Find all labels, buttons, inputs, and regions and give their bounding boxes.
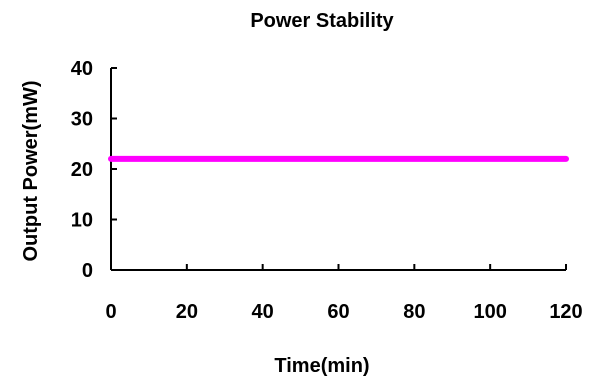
x-tick-label: 60 <box>327 301 349 323</box>
y-tick-label: 40 <box>71 58 93 80</box>
x-tick-label: 120 <box>549 301 582 323</box>
y-tick-label: 30 <box>71 109 93 131</box>
plot-area: 0 10 20 30 40 0 20 40 60 80 100 120 <box>71 58 583 323</box>
y-axis-label: Output Power(mW) <box>20 80 42 261</box>
x-tick-label: 20 <box>176 301 198 323</box>
x-axis-label: Time(min) <box>274 355 369 377</box>
x-tick-label: 0 <box>105 301 116 323</box>
y-tick-label: 10 <box>71 210 93 232</box>
x-tick-label: 100 <box>473 301 506 323</box>
x-tick-label: 80 <box>403 301 425 323</box>
y-tick-label: 0 <box>82 260 93 282</box>
chart-title: Power Stability <box>250 10 394 32</box>
y-tick-label: 20 <box>71 159 93 181</box>
x-tick-label: 40 <box>252 301 274 323</box>
